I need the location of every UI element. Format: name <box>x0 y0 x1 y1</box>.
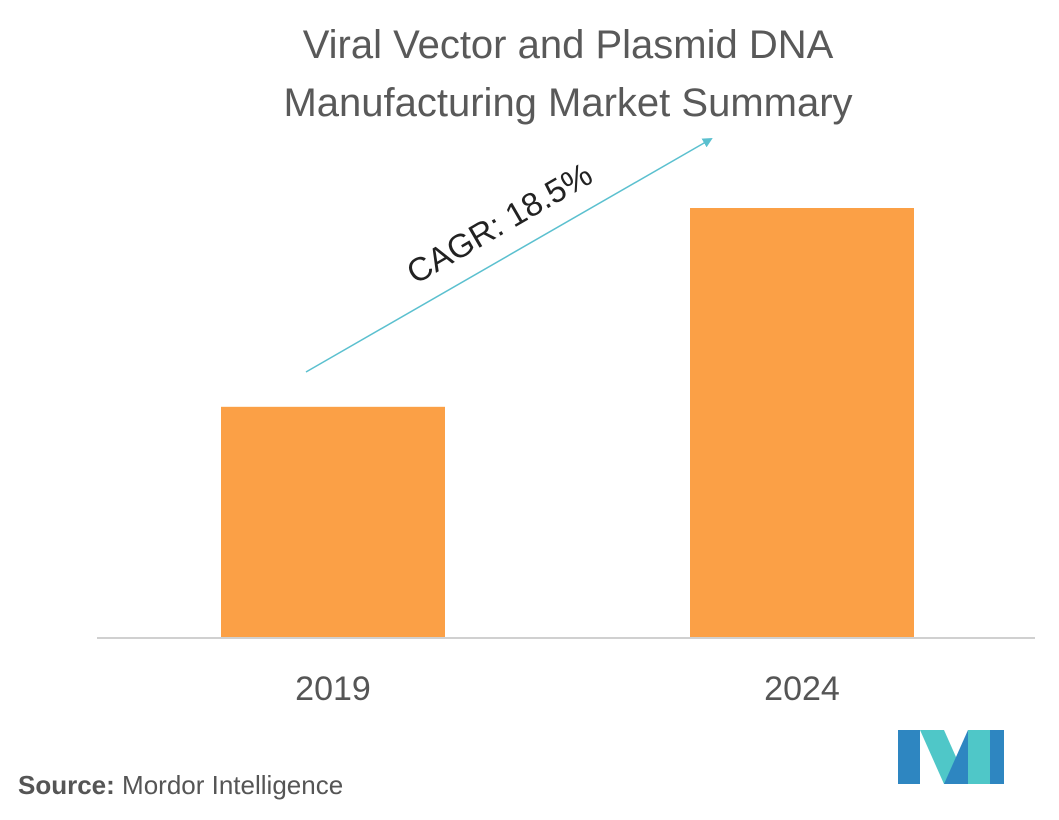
bar-2024 <box>690 208 914 638</box>
chart-title-line-1: Viral Vector and Plasmid DNA <box>303 23 834 67</box>
source-note: Source: Mordor Intelligence <box>18 770 343 800</box>
x-tick-label-2024: 2024 <box>764 670 840 708</box>
x-tick-label-2019: 2019 <box>295 670 371 708</box>
source-name: Mordor Intelligence <box>122 770 343 800</box>
x-tick-labels: 2019 2024 <box>295 670 840 708</box>
cagr-arrow <box>305 138 713 373</box>
bar-2019 <box>221 406 445 638</box>
bars <box>221 208 914 638</box>
cagr-annotation: CAGR: 18.5% <box>400 155 598 291</box>
mordor-intelligence-logo-icon <box>898 730 1004 784</box>
chart-title-line-2: Manufacturing Market Summary <box>283 81 852 125</box>
source-label: Source: <box>18 770 115 800</box>
